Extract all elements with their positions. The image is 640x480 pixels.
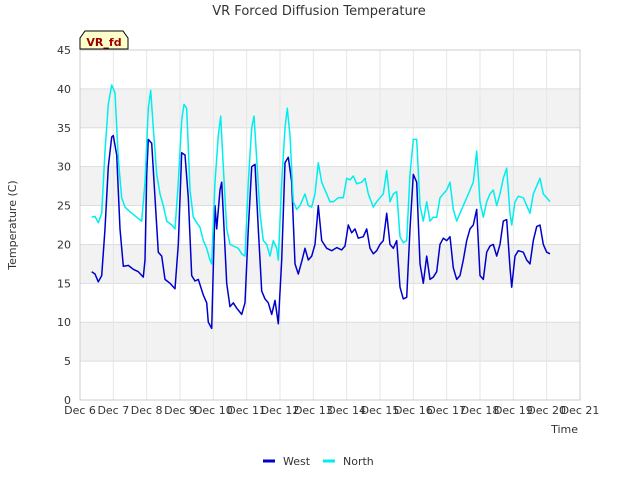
y-tick-label: 45 <box>57 44 71 57</box>
y-axis-label: Temperature (C) <box>6 180 19 270</box>
x-tick-label: Dec 11 <box>227 404 266 417</box>
series-line-north <box>91 84 551 265</box>
x-tick-label: Dec 21 <box>561 404 600 417</box>
station-badge: VR_fd <box>79 30 129 50</box>
x-tick-label: Dec 19 <box>494 404 533 417</box>
x-tick-label: Dec 17 <box>427 404 466 417</box>
x-tick-label: Dec 20 <box>527 404 566 417</box>
x-tick-label: Dec 16 <box>394 404 433 417</box>
background-band <box>80 166 580 206</box>
background-band <box>80 50 580 89</box>
y-tick-label: 35 <box>57 122 71 135</box>
background-bands <box>80 50 580 400</box>
x-axis-label: Time <box>550 423 578 436</box>
plot-frame <box>79 49 581 401</box>
series-line-west <box>91 134 551 330</box>
y-tick-label: 30 <box>57 161 71 174</box>
y-tick-label: 0 <box>64 394 71 407</box>
y-axis-ticks: 0 5 10 15 20 25 30 35 40 45 <box>57 44 71 407</box>
y-tick-label: 15 <box>57 277 71 290</box>
y-tick-label: 10 <box>57 316 71 329</box>
background-band <box>80 283 580 323</box>
background-band <box>80 88 580 128</box>
x-tick-label: Dec 7 <box>97 404 129 417</box>
x-tick-label: Dec 12 <box>261 404 300 417</box>
background-band <box>80 205 580 245</box>
legend: West North <box>263 455 374 468</box>
station-badge-label: VR_fd <box>86 36 121 49</box>
y-tick-label: 20 <box>57 238 71 251</box>
background-band <box>80 322 580 362</box>
background-band <box>80 361 580 400</box>
x-tick-label: Dec 6 <box>64 404 96 417</box>
legend-item-north: North <box>323 455 374 468</box>
y-tick-label: 5 <box>64 355 71 368</box>
x-tick-label: Dec 10 <box>194 404 233 417</box>
series-lines <box>91 84 551 330</box>
x-tick-label: Dec 13 <box>294 404 333 417</box>
x-tick-label: Dec 15 <box>361 404 400 417</box>
y-tick-label: 25 <box>57 200 71 213</box>
x-tick-label: Dec 14 <box>327 404 366 417</box>
x-tick-label: Dec 18 <box>461 404 500 417</box>
legend-item-west: West <box>263 455 311 468</box>
legend-label: North <box>343 455 374 468</box>
y-tick-label: 40 <box>57 83 71 96</box>
chart-title: VR Forced Diffusion Temperature <box>212 4 426 19</box>
x-tick-label: Dec 8 <box>131 404 163 417</box>
x-tick-label: Dec 9 <box>164 404 196 417</box>
legend-label: West <box>283 455 311 468</box>
background-band <box>80 127 580 167</box>
